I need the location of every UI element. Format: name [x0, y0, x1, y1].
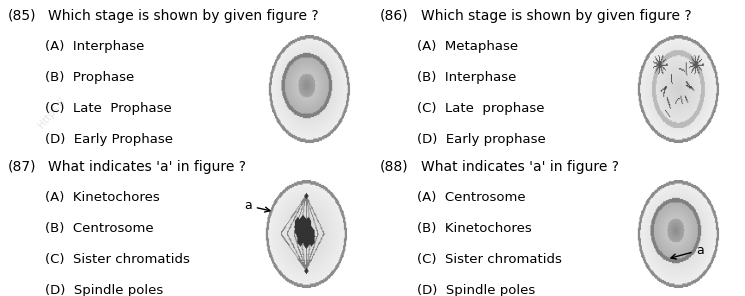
Text: Which stage is shown by given figure ?: Which stage is shown by given figure ?: [421, 9, 691, 23]
Text: (D)  Early prophase: (D) Early prophase: [417, 133, 546, 146]
Text: (D)  Spindle poles: (D) Spindle poles: [417, 284, 536, 296]
Text: (85): (85): [7, 9, 36, 23]
Text: (87): (87): [7, 160, 36, 174]
Text: (C)  Sister chromatids: (C) Sister chromatids: [45, 253, 189, 266]
Text: (88): (88): [380, 160, 408, 174]
Text: (B)  Interphase: (B) Interphase: [417, 71, 516, 84]
Text: (C)  Late  prophase: (C) Late prophase: [417, 102, 545, 115]
Text: a: a: [671, 244, 704, 259]
Text: Https://: Https://: [37, 95, 68, 130]
Text: (A)  Centrosome: (A) Centrosome: [417, 191, 526, 204]
Text: What indicates 'a' in figure ?: What indicates 'a' in figure ?: [421, 160, 619, 174]
Text: (B)  Prophase: (B) Prophase: [45, 71, 134, 84]
Text: (C)  Sister chromatids: (C) Sister chromatids: [417, 253, 562, 266]
Text: a: a: [244, 199, 270, 212]
Text: (A)  Kinetochores: (A) Kinetochores: [45, 191, 159, 204]
Text: (A)  Interphase: (A) Interphase: [45, 40, 144, 53]
Text: (B)  Kinetochores: (B) Kinetochores: [417, 222, 532, 235]
Text: (B)  Centrosome: (B) Centrosome: [45, 222, 153, 235]
Text: (D)  Spindle poles: (D) Spindle poles: [45, 284, 163, 296]
Text: (D)  Early Prophase: (D) Early Prophase: [45, 133, 173, 146]
Text: Which stage is shown by given figure ?: Which stage is shown by given figure ?: [48, 9, 319, 23]
Text: (86): (86): [380, 9, 408, 23]
Text: (A)  Metaphase: (A) Metaphase: [417, 40, 519, 53]
Text: What indicates 'a' in figure ?: What indicates 'a' in figure ?: [48, 160, 247, 174]
Text: (C)  Late  Prophase: (C) Late Prophase: [45, 102, 171, 115]
